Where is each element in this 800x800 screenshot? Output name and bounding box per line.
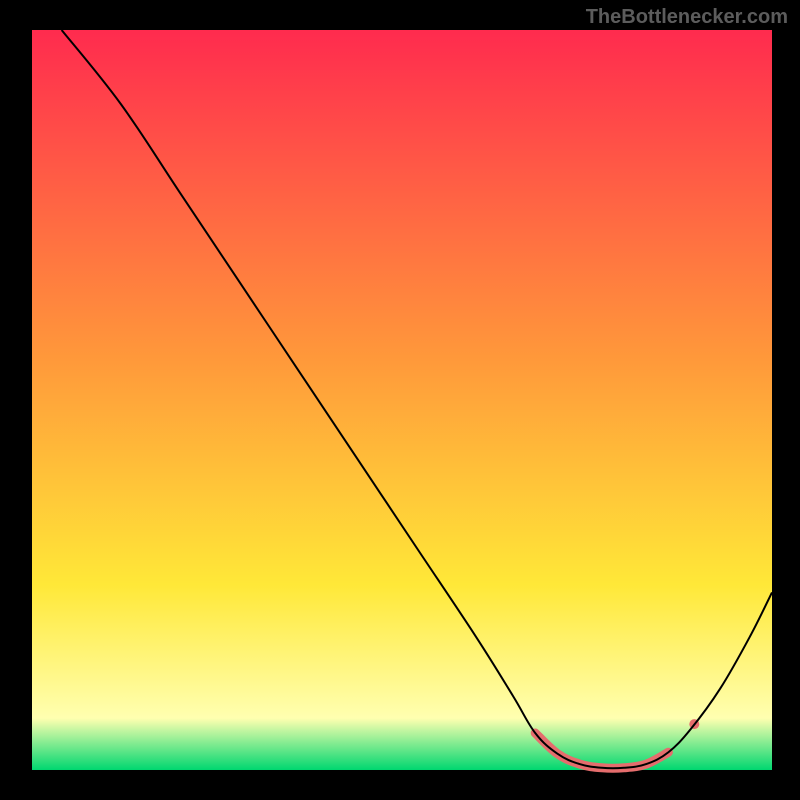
attribution-text: TheBottlenecker.com xyxy=(586,6,788,29)
chart-container: TheBottlenecker.com xyxy=(0,0,800,800)
plot-area xyxy=(32,30,772,770)
plot-svg xyxy=(32,30,772,770)
main-curve xyxy=(62,30,772,768)
